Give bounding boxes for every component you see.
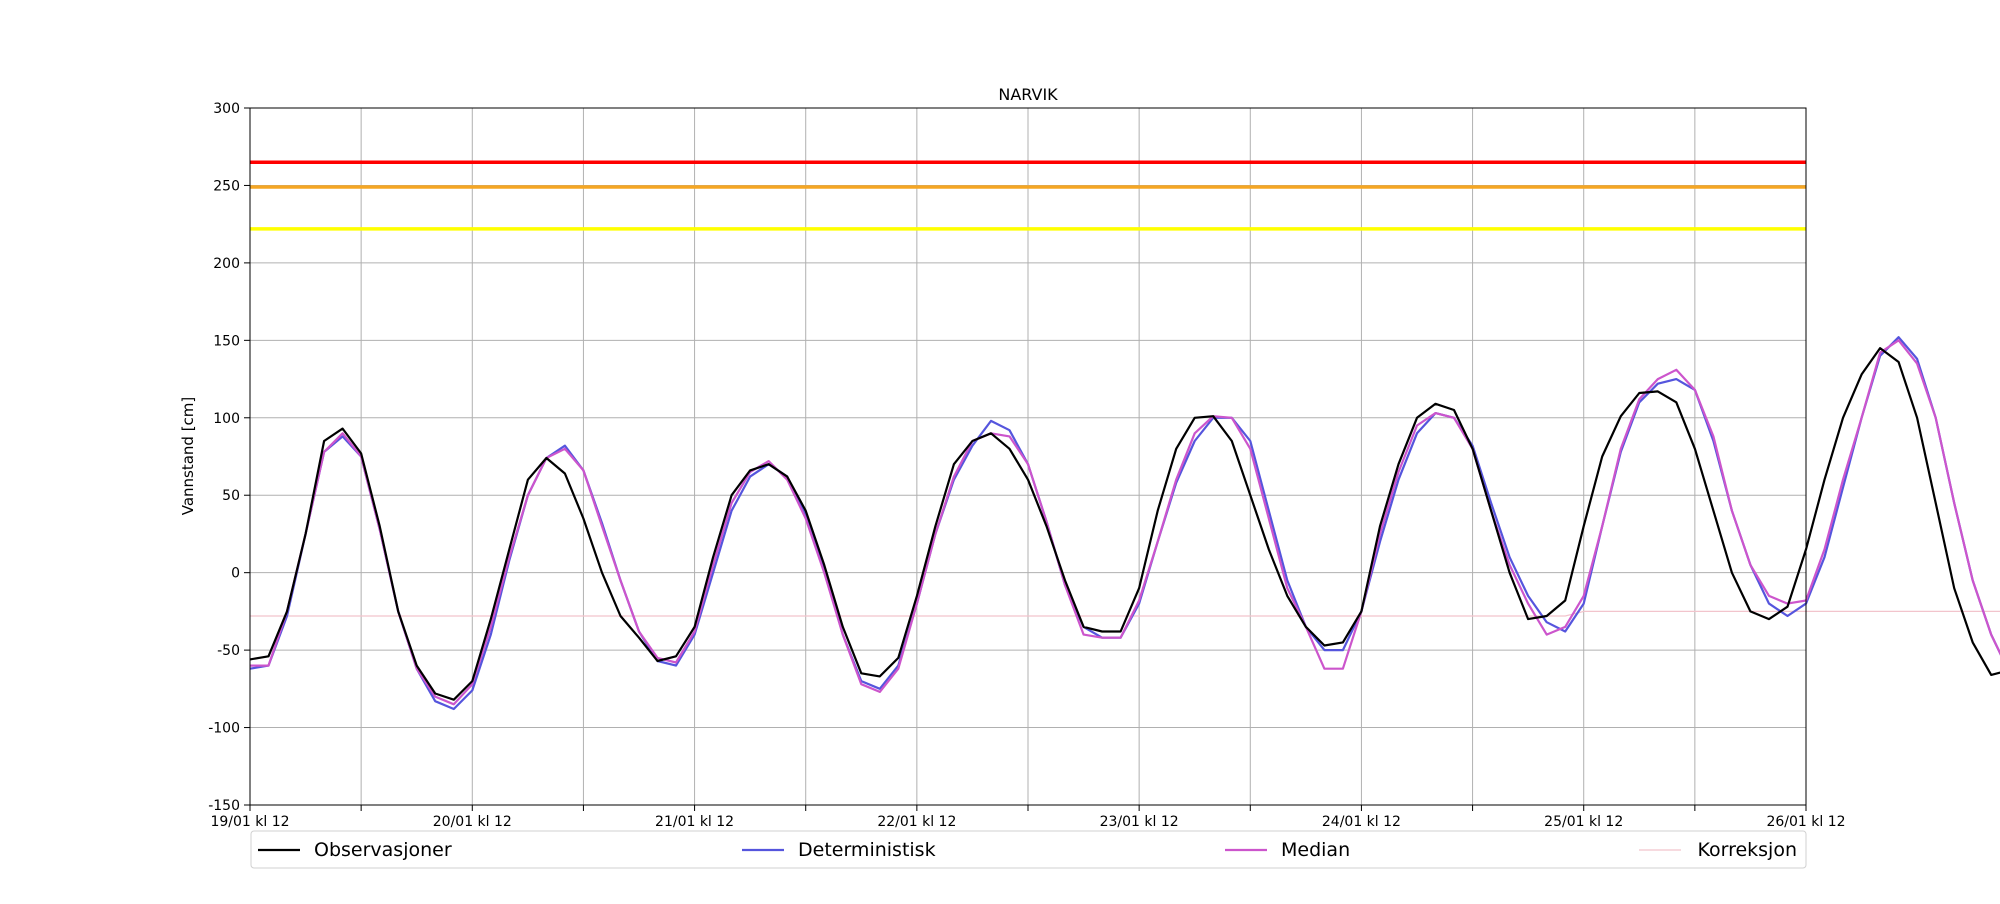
y-axis-label: Vannstand [cm] [179,397,197,516]
y-tick-label: 300 [213,101,240,117]
y-tick-label: -100 [208,721,240,737]
x-tick-label: 22/01 kl 12 [877,814,956,830]
legend-label: Korreksjon [1697,839,1797,861]
threshold-lines [250,160,1806,231]
x-tick-label: 25/01 kl 12 [1544,814,1623,830]
y-tick-label: 50 [222,488,240,504]
legend: Observasjoner Deterministisk Median Korreks… [250,830,1807,869]
x-tick-label: 20/01 kl 12 [433,814,512,830]
y-tick-label: 150 [213,333,240,349]
x-tick-label: 19/01 kl 12 [210,814,289,830]
legend-label: Observasjoner [314,839,452,861]
y-tick-label: 250 [213,178,240,194]
series-line-deterministisk [249,336,2000,711]
x-tick-label: 23/01 kl 12 [1100,814,1179,830]
y-axis: -150 -100 -50 0 50 100 150 200 250 300 [208,101,250,814]
series-line-observasjoner [249,347,2000,701]
x-tick-label: 26/01 kl 12 [1766,814,1845,830]
x-tick-label: 21/01 kl 12 [655,814,734,830]
grid-lines [249,107,1807,806]
x-tick-label: 24/01 kl 12 [1322,814,1401,830]
legend-label: Median [1281,839,1350,861]
y-tick-label: 200 [213,256,240,272]
x-axis: 19/01 kl 12 20/01 kl 12 21/01 kl 12 22/01 k… [210,805,1846,830]
y-tick-label: -50 [217,643,240,659]
legend-box [250,830,1807,869]
y-tick-label: 100 [213,411,240,427]
series-lines [249,336,2000,711]
chart-title: NARVIK [998,85,1058,104]
legend-label: Deterministisk [798,839,936,861]
series-line-korreksjon [250,610,2000,617]
y-tick-label: 0 [231,566,240,582]
series-line-median [250,339,2000,706]
y-tick-label: -150 [208,798,240,814]
